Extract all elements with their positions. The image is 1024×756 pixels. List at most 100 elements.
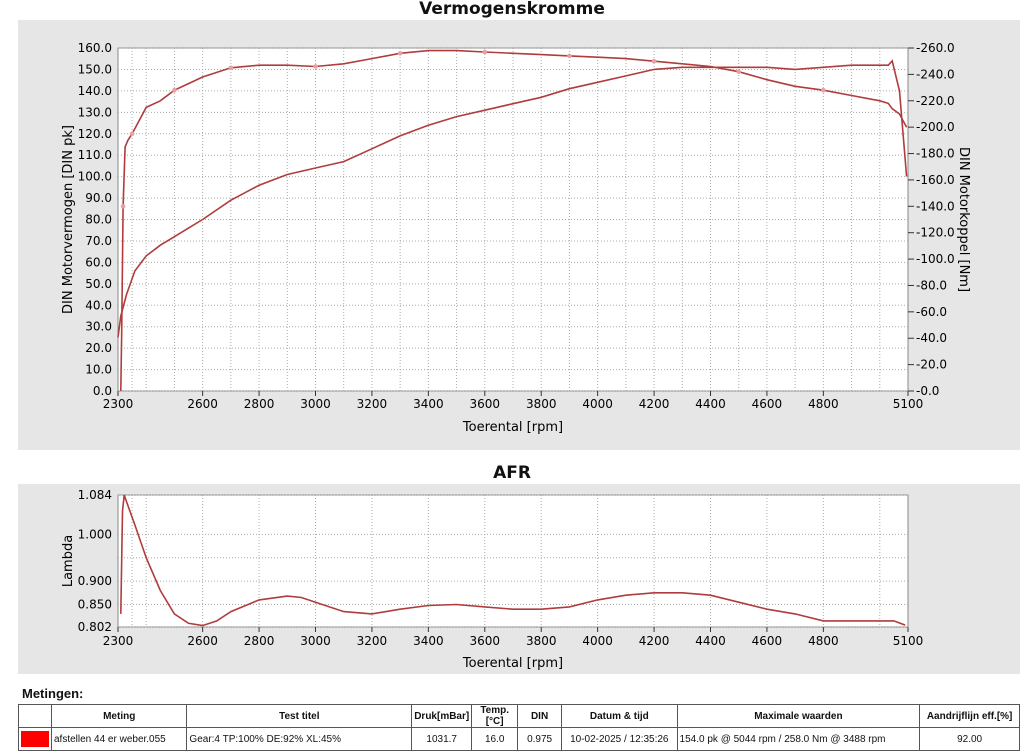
header-max: Maximale waarden <box>676 704 921 728</box>
torque-point <box>397 50 403 56</box>
tick-label-y-left: 130.0 <box>78 105 112 119</box>
y-axis-label: Lambda <box>61 535 76 587</box>
tick-label-y: 0.802 <box>78 620 112 634</box>
torque-point <box>129 131 135 137</box>
tick-label-y-right: -260.0 <box>916 41 955 55</box>
tick-label-y: 1.084 <box>78 488 112 502</box>
tick-label-y-right: -180.0 <box>916 147 955 161</box>
header-druk: Druk[mBar] <box>411 704 473 728</box>
tick-label-x: 4000 <box>582 634 613 648</box>
power-line <box>117 59 908 338</box>
tick-label-x: 3000 <box>300 397 331 411</box>
tick-label-y-right: -100.0 <box>916 252 955 266</box>
tick-label-y: 0.900 <box>78 574 112 588</box>
color-swatch-cell <box>18 727 52 751</box>
tick-label-x: 3800 <box>526 397 557 411</box>
tick-label-x: 3200 <box>357 397 388 411</box>
tick-label-x: 4200 <box>639 634 670 648</box>
tick-label-x: 3400 <box>413 397 444 411</box>
tick-label-x: 3600 <box>470 397 501 411</box>
tick-label-y-right: -120.0 <box>916 226 955 240</box>
torque-point <box>313 64 318 69</box>
tick-label-y-left: 30.0 <box>85 320 112 334</box>
tick-label-x: 4600 <box>752 634 783 648</box>
header-color <box>18 704 52 728</box>
tick-label-x: 3400 <box>413 634 444 648</box>
tick-label-y-left: 0.0 <box>93 384 112 398</box>
tick-label-y-right: -200.0 <box>916 120 955 134</box>
tick-label-y-left: 150.0 <box>78 62 112 76</box>
measurements-table: Meting Test titel Druk[mBar] Temp.[°C] D… <box>18 704 1020 751</box>
measurements-label: Metingen: <box>22 686 84 701</box>
tick-label-y-left: 90.0 <box>85 191 112 205</box>
tick-label-y-right: -160.0 <box>916 173 955 187</box>
header-temp: Temp.[°C] <box>471 704 519 728</box>
torque-point <box>736 69 742 75</box>
tick-label-y-left: 140.0 <box>78 84 112 98</box>
tick-label-y-left: 160.0 <box>78 41 112 55</box>
header-test-titel: Test titel <box>186 704 413 728</box>
torque-point <box>228 65 234 71</box>
cell-druk: 1031.7 <box>411 727 473 751</box>
lambda-line <box>120 494 906 627</box>
x-axis-label: Toerental [rpm] <box>462 656 563 671</box>
cell-meting: afstellen 44 er weber.055 <box>50 727 188 751</box>
afr-plot-area <box>117 494 909 628</box>
torque-point <box>482 49 488 55</box>
tick-label-x: 2800 <box>244 634 275 648</box>
torque-point <box>651 58 657 64</box>
header-datum: Datum & tijd <box>561 704 678 728</box>
tick-label-y-right: -40.0 <box>916 331 947 345</box>
torque-point <box>821 87 826 93</box>
tick-label-x: 4400 <box>695 634 726 648</box>
tick-label-x: 4000 <box>582 397 613 411</box>
tick-label-y-left: 10.0 <box>85 363 112 377</box>
table-row[interactable]: afstellen 44 er weber.055 Gear:4 TP:100%… <box>18 727 1020 751</box>
afr-chart-title: AFR <box>493 463 531 483</box>
tick-label-x: 3200 <box>357 634 388 648</box>
tick-label-y-left: 60.0 <box>85 255 112 269</box>
tick-label-y-left: 70.0 <box>85 234 112 248</box>
tick-label-x: 2800 <box>244 397 275 411</box>
tick-label-x: 4400 <box>695 397 726 411</box>
tick-label-x: 4200 <box>639 397 670 411</box>
tick-label-x: 5100 <box>893 634 924 648</box>
cell-eff: 92.00 <box>919 727 1020 751</box>
tick-label-y-right: -20.0 <box>916 358 947 372</box>
tick-label-y-left: 100.0 <box>78 170 112 184</box>
tick-label-y: 0.850 <box>78 598 112 612</box>
cell-datum: 10-02-2025 / 12:35:26 <box>561 727 678 751</box>
header-eff: Aandrijflijn eff.[%] <box>919 704 1020 728</box>
afr-chart: 0.802 0.850 0.900 1.000 1.084 2300 2600 2800 300… <box>18 484 1020 674</box>
torque-point <box>172 87 177 93</box>
y-axis-label-left: DIN Motorvermogen [DIN pk] <box>61 125 76 314</box>
tick-label-x: 2600 <box>187 397 218 411</box>
tick-label-y-left: 110.0 <box>78 148 112 162</box>
tick-label-x: 4800 <box>808 634 839 648</box>
header-meting: Meting <box>50 704 188 728</box>
y-axis-label-right: DIN Motorkoppel [Nm] <box>956 147 971 292</box>
tick-label-x: 2300 <box>103 397 134 411</box>
x-axis-label: Toerental [rpm] <box>462 420 563 435</box>
power-chart: 0.0 10.0 20.0 30.0 40.0 50.0 60.0 70.0 80.0 90.0 1… <box>18 20 1020 450</box>
cell-din: 0.975 <box>517 727 563 751</box>
tick-label-y-right: -240.0 <box>916 67 955 81</box>
header-din: DIN <box>517 704 563 728</box>
tick-label-y-left: 40.0 <box>85 298 112 312</box>
tick-label-y-right: -80.0 <box>916 278 947 292</box>
color-swatch <box>21 731 49 747</box>
tick-label-x: 4800 <box>808 397 839 411</box>
tick-label-y-left: 80.0 <box>85 213 112 227</box>
tick-label-y-left: 20.0 <box>85 341 112 355</box>
cell-temp: 16.0 <box>471 727 519 751</box>
tick-label-x: 5100 <box>893 397 924 411</box>
cell-test-titel: Gear:4 TP:100% DE:92% XL:45% <box>186 727 413 751</box>
tick-label-y-left: 120.0 <box>78 127 112 141</box>
power-chart-title: Vermogenskromme <box>419 0 605 19</box>
tick-label-y-left: 50.0 <box>85 277 112 291</box>
tick-label-x: 3800 <box>526 634 557 648</box>
tick-label-x: 2300 <box>103 634 134 648</box>
tick-label-y: 1.000 <box>78 527 112 541</box>
tick-label-x: 3600 <box>470 634 501 648</box>
torque-point <box>567 53 572 59</box>
